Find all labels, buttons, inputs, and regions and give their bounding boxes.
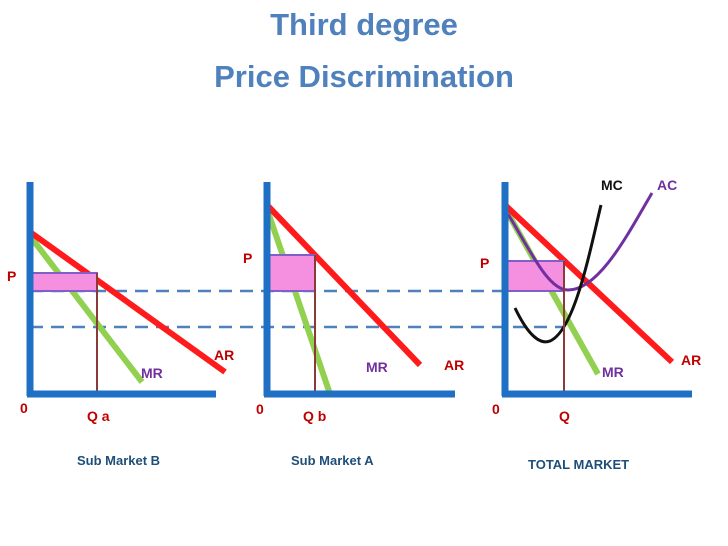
title-line-1: Third degree	[270, 7, 458, 42]
mr-curve	[264, 208, 333, 395]
ac-label: AC	[657, 177, 677, 193]
quantity-label: Q b	[303, 408, 326, 424]
origin-label: 0	[20, 400, 28, 416]
profit-box	[29, 272, 98, 292]
panel-caption: TOTAL MARKET	[528, 457, 629, 472]
mr-label: MR	[141, 365, 163, 381]
price-label: P	[7, 268, 16, 284]
panel-total-market: P 0 Q AR MR MC AC TOTAL MARKET	[480, 177, 701, 472]
quantity-label: Q a	[87, 408, 110, 424]
mc-curve	[513, 204, 603, 344]
mc-label: MC	[601, 177, 623, 193]
panel-sub-market-b: P 0 Q a AR MR Sub Market B	[7, 182, 234, 468]
quantity-label: Q	[559, 408, 570, 424]
panel-sub-market-a: P 0 Q b AR MR Sub Market A	[243, 182, 464, 468]
price-label: P	[243, 250, 252, 266]
ar-curve	[28, 229, 227, 375]
origin-label: 0	[256, 401, 264, 417]
mr-curve	[27, 234, 145, 384]
ar-curve	[264, 202, 423, 368]
profit-box	[266, 254, 316, 292]
mr-label: MR	[602, 364, 624, 380]
ar-label: AR	[444, 357, 464, 373]
panel-caption: Sub Market B	[77, 453, 160, 468]
panel-caption: Sub Market A	[291, 453, 374, 468]
price-label: P	[480, 255, 489, 271]
origin-label: 0	[492, 401, 500, 417]
mr-label: MR	[366, 359, 388, 375]
title-line-2: Price Discrimination	[214, 59, 514, 94]
ar-label: AR	[681, 352, 701, 368]
ar-label: AR	[214, 347, 234, 363]
ac-curve	[506, 192, 654, 292]
